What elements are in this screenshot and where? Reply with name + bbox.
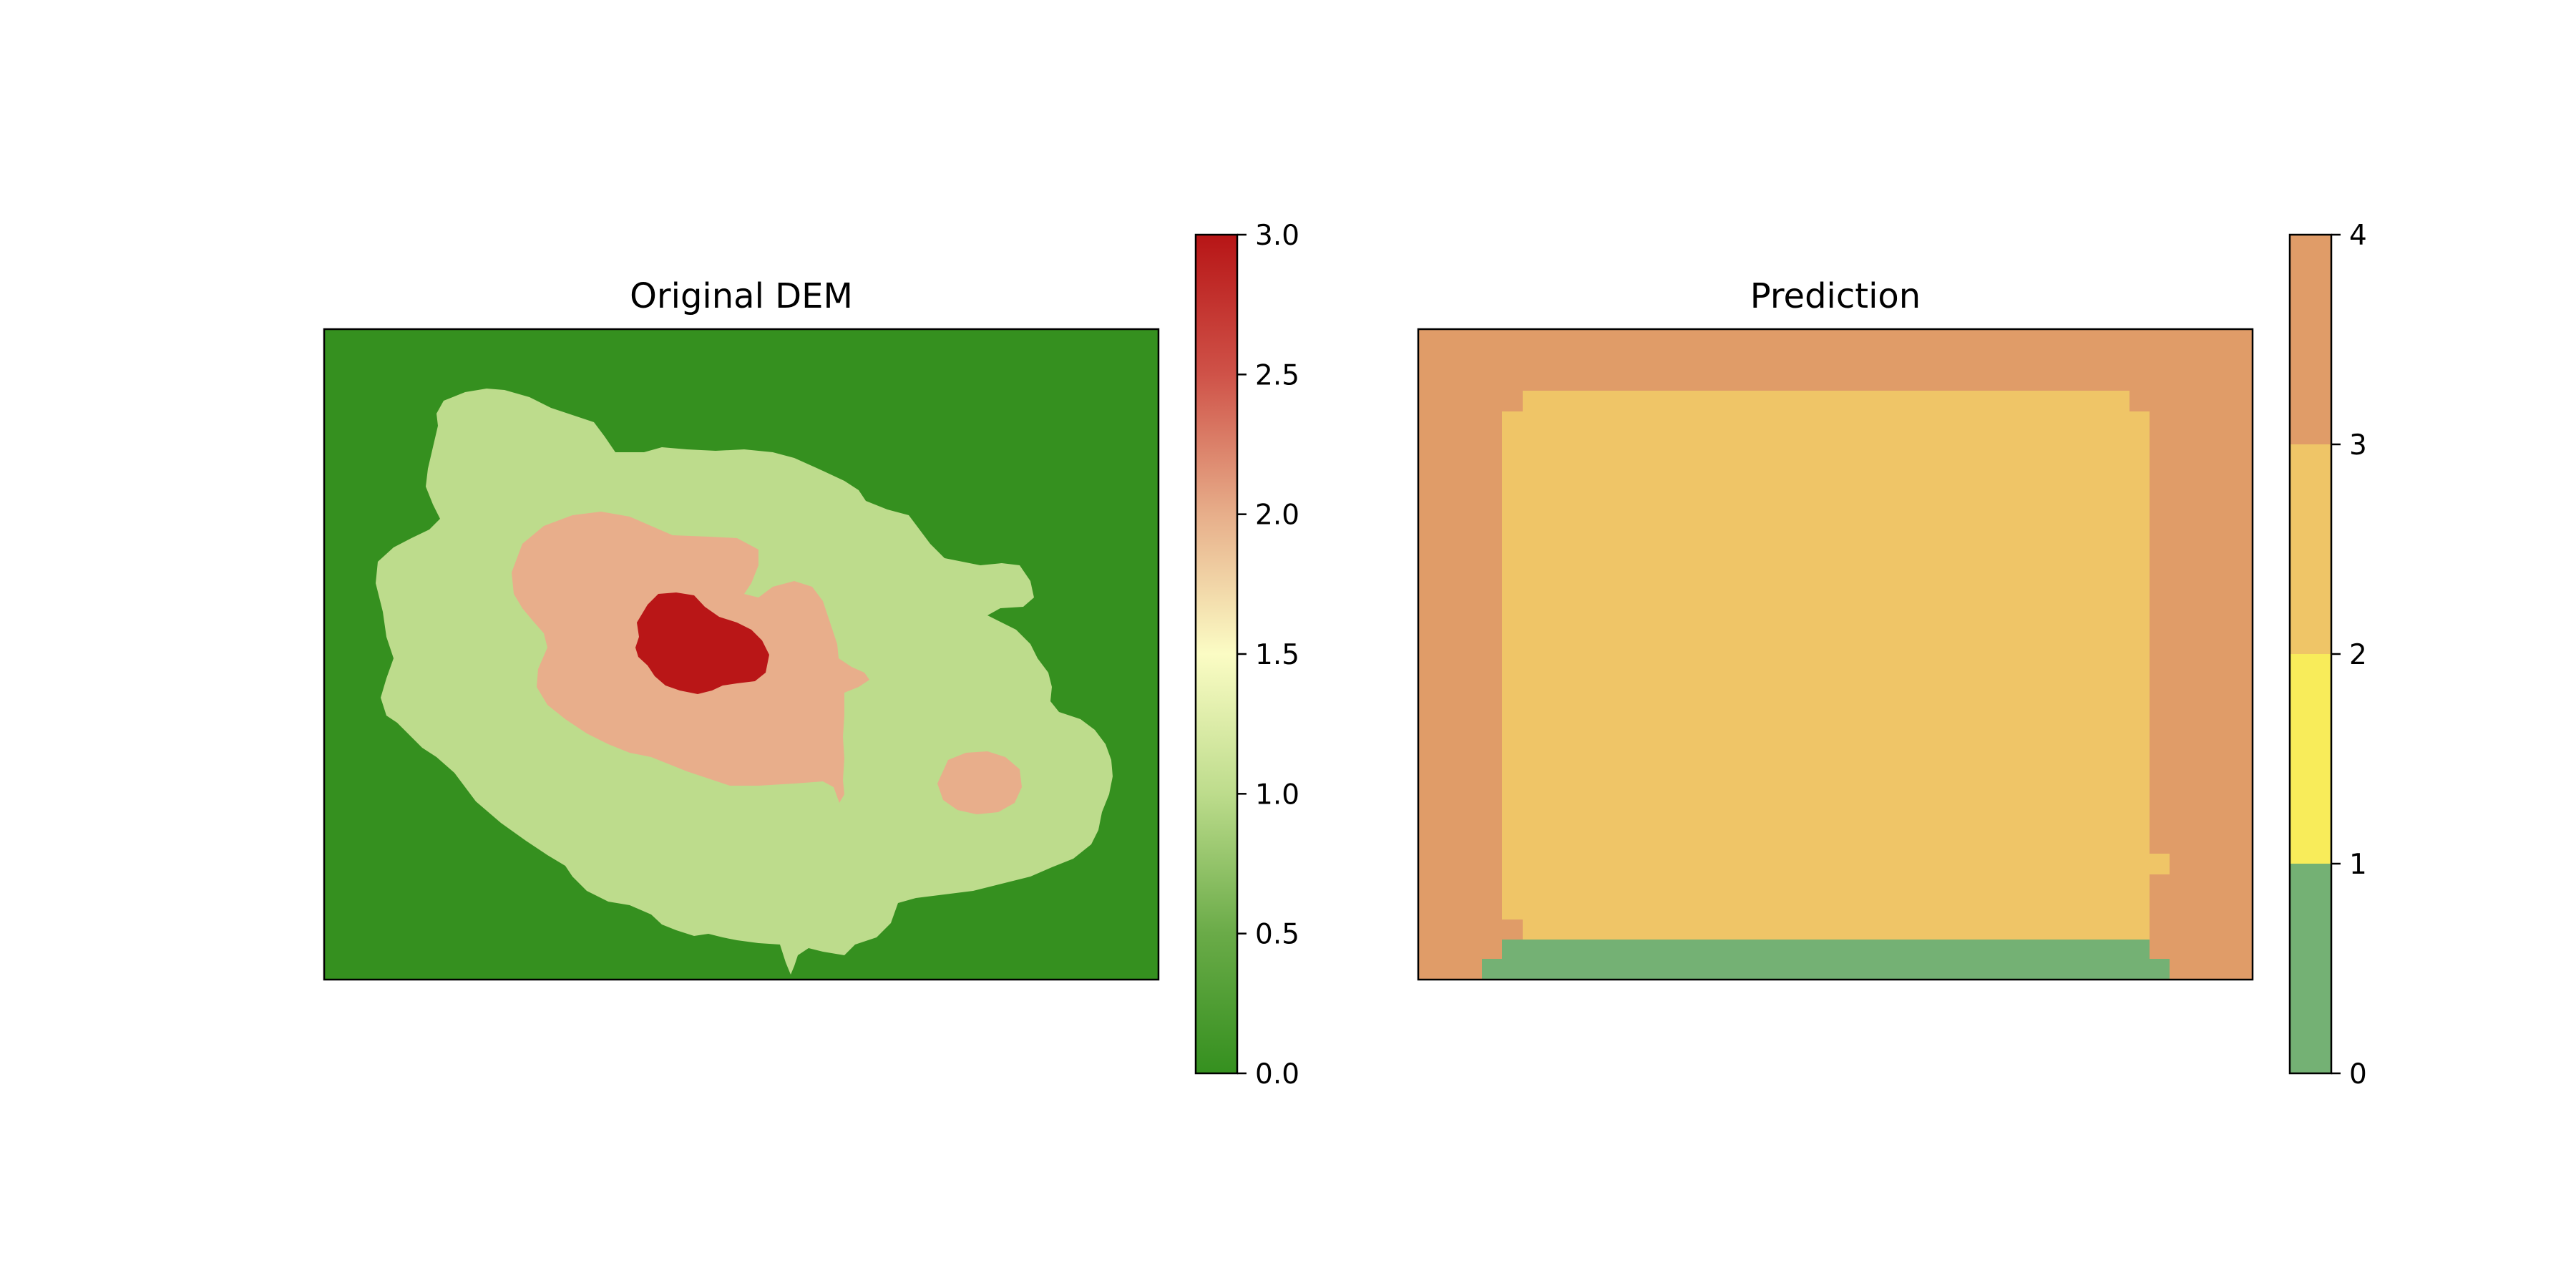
prediction-colorbar-tick-label: 1 <box>2349 849 2367 881</box>
prediction-colorbar-tick-label: 2 <box>2349 639 2367 671</box>
dem-colorbar-tick-label: 3.0 <box>1255 220 1299 252</box>
prediction-title: Prediction <box>1750 276 1921 316</box>
dem-panel: Original DEM 0.0 0.5 1.0 1.5 2.0 2.5 3.0 <box>323 220 1299 1091</box>
prediction-colorbar-tick-label: 4 <box>2349 220 2367 252</box>
dem-colorbar-ticks: 0.0 0.5 1.0 1.5 2.0 2.5 3.0 <box>1237 220 1299 1091</box>
dem-colorbar-tick-label: 0.5 <box>1255 919 1299 951</box>
prediction-axes-frame <box>1417 328 2254 981</box>
prediction-colorbar-bin <box>2290 235 2331 444</box>
prediction-colorbar-bin <box>2290 444 2331 654</box>
dem-colorbar-tick-label: 1.0 <box>1255 779 1299 811</box>
prediction-colorbar-bin <box>2290 864 2331 1073</box>
prediction-map <box>1418 329 2253 980</box>
prediction-colorbar-bin <box>2290 654 2331 864</box>
dem-colorbar-tick-label: 0.0 <box>1255 1058 1299 1091</box>
prediction-colorbar-ticks: 0 1 2 3 4 <box>2331 220 2367 1091</box>
dem-title: Original DEM <box>630 276 853 316</box>
dem-level-3-region <box>635 592 769 694</box>
dem-colorbar-tick-label: 2.0 <box>1255 499 1299 532</box>
dem-level-2-region-east <box>937 751 1022 814</box>
prediction-panel: Prediction 0 1 2 3 4 <box>1417 220 2367 1091</box>
prediction-class-0-region <box>1482 940 2170 980</box>
dem-colorbar: 0.0 0.5 1.0 1.5 2.0 2.5 3.0 <box>1194 220 1299 1091</box>
dem-colorbar-fill <box>1196 235 1237 1073</box>
dem-map <box>324 329 1158 980</box>
dem-colorbar-tick-label: 2.5 <box>1255 359 1299 391</box>
prediction-colorbar: 0 1 2 3 4 <box>2288 220 2367 1091</box>
prediction-class-2-region <box>1502 391 2170 940</box>
prediction-colorbar-tick-label: 3 <box>2349 429 2367 462</box>
dem-colorbar-tick-label: 1.5 <box>1255 639 1299 671</box>
dem-axes-frame <box>323 328 1160 981</box>
prediction-colorbar-tick-label: 0 <box>2349 1058 2367 1091</box>
prediction-colorbar-bins <box>2290 235 2331 1073</box>
